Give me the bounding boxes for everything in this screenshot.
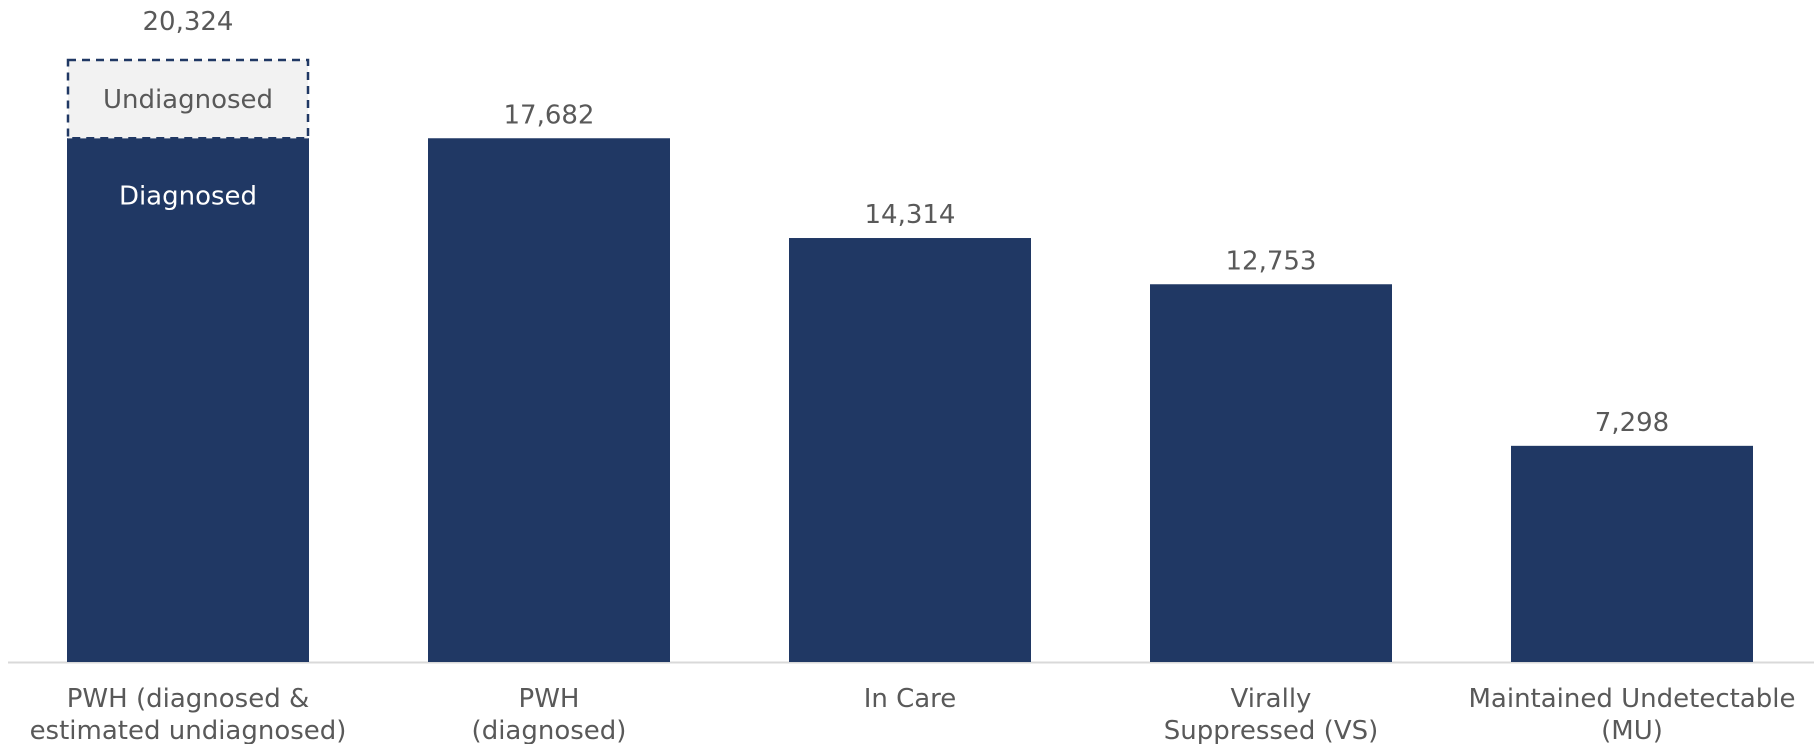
bar (428, 138, 670, 662)
value-label: 14,314 (865, 200, 956, 230)
bar-diagnosed-segment (67, 138, 309, 662)
value-label: 17,682 (504, 100, 595, 130)
category-label: PWH (519, 684, 580, 714)
category-label: (MU) (1601, 716, 1663, 744)
category-label: In Care (864, 684, 957, 714)
value-label: 7,298 (1595, 408, 1669, 438)
category-label: Suppressed (VS) (1164, 716, 1379, 744)
category-label: (diagnosed) (472, 716, 627, 744)
bar-undiagnosed-segment (66, 58, 310, 140)
bar (1511, 445, 1753, 662)
category-label: Maintained Undetectable (1468, 684, 1795, 714)
bar (1150, 284, 1392, 662)
bar (789, 238, 1031, 662)
category-label: estimated undiagnosed) (30, 716, 347, 744)
value-label: 12,753 (1226, 246, 1317, 276)
value-label: 20,324 (143, 7, 234, 37)
category-label: Virally (1231, 684, 1312, 714)
segment-label-diagnosed: Diagnosed (119, 181, 257, 211)
category-label: PWH (diagnosed & (67, 684, 309, 714)
segment-label-undiagnosed: Undiagnosed (103, 85, 273, 115)
